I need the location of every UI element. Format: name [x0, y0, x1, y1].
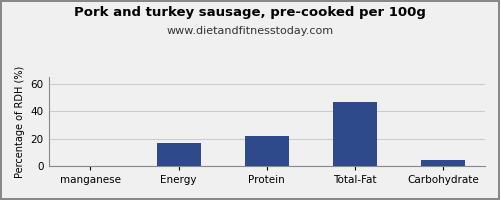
- Bar: [421, 160, 465, 166]
- Bar: [156, 143, 200, 166]
- Y-axis label: Percentage of RDH (%): Percentage of RDH (%): [15, 65, 25, 178]
- Bar: [333, 102, 377, 166]
- Text: www.dietandfitnesstoday.com: www.dietandfitnesstoday.com: [166, 26, 334, 36]
- Bar: [244, 136, 289, 166]
- Text: Pork and turkey sausage, pre-cooked per 100g: Pork and turkey sausage, pre-cooked per …: [74, 6, 426, 19]
